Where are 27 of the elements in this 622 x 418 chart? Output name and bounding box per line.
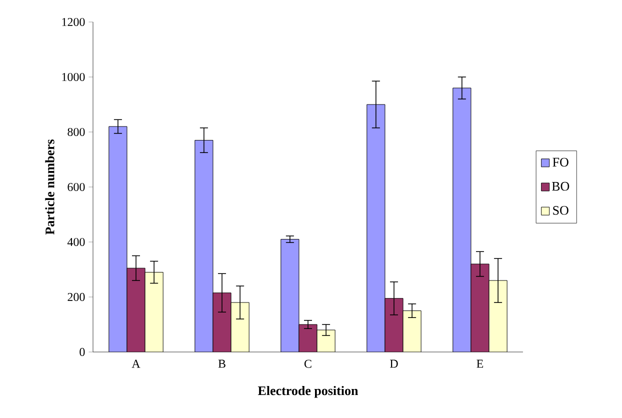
bar (488, 280, 508, 352)
y-tick-label: 0 (80, 348, 85, 356)
legend-label: SO (553, 206, 568, 215)
x-tick-label: D (390, 360, 398, 368)
bar (126, 268, 146, 352)
x-axis-title: Electrode position (258, 386, 358, 398)
y-tick-label: 800 (68, 128, 85, 136)
x-tick-label: C (304, 360, 312, 368)
x-tick-label: B (218, 360, 226, 368)
bar (145, 272, 164, 352)
legend-label: BO (552, 182, 570, 191)
x-tick-label: E (476, 360, 484, 368)
bar (470, 264, 490, 352)
bar (212, 292, 232, 352)
y-tick-label: 1000 (62, 72, 85, 82)
y-tick-label: 400 (67, 238, 85, 246)
y-tick-label: 1200 (62, 18, 85, 26)
bar (231, 302, 250, 352)
legend-label: FO (552, 158, 568, 167)
y-tick-label: 200 (68, 292, 85, 302)
bar (317, 330, 336, 352)
y-axis-title: Particle numbers (45, 139, 54, 235)
x-tick-label: A (132, 360, 140, 368)
y-tick-label: 600 (68, 182, 85, 192)
bar (403, 310, 422, 352)
bar (298, 324, 318, 352)
bar (384, 298, 404, 352)
